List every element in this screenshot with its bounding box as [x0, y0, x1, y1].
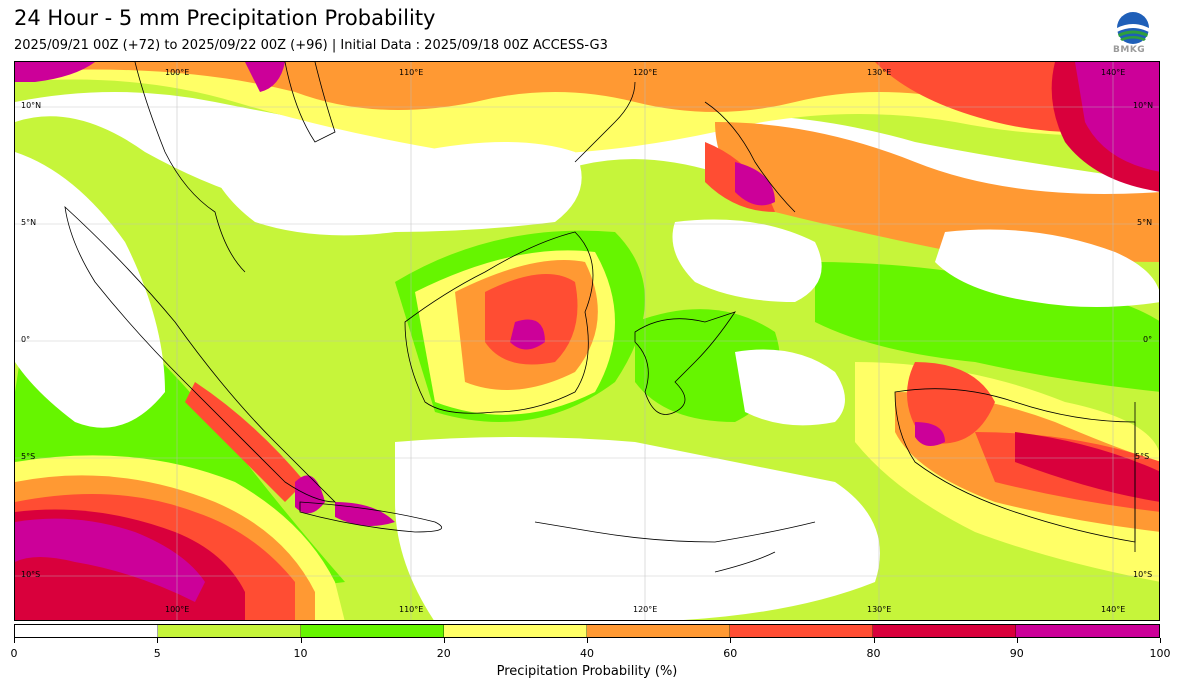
lat-label-right: 5°S: [1135, 452, 1150, 461]
colorbar-tick-label: 90: [1009, 647, 1024, 660]
logo-text: BMKG: [1113, 45, 1146, 55]
lon-label-bottom: 100°E: [165, 605, 190, 614]
gridlines: [15, 62, 1159, 620]
lon-label-top: 110°E: [399, 68, 424, 77]
lon-label-bottom: 140°E: [1101, 605, 1126, 614]
lat-label-left: 5°S: [21, 452, 36, 461]
colorbar-tick-mark: [14, 638, 15, 643]
colorbar: [14, 624, 1160, 638]
colorbar-tick-label: 40: [580, 647, 594, 660]
colorbar-segment: [301, 625, 444, 637]
lat-label-left: 10°N: [21, 101, 42, 110]
colorbar-tick-mark: [157, 638, 159, 643]
colorbar-segment: [15, 625, 158, 637]
colorbar-tick-label: 80: [866, 647, 881, 660]
colorbar-tick-label: 10: [293, 647, 308, 660]
colorbar-tick-mark: [873, 638, 875, 643]
lat-label-right: 10°N: [1133, 101, 1154, 110]
colorbar-segment: [158, 625, 301, 637]
colorbar-tick-mark: [587, 638, 588, 643]
colorbar-tick-mark: [1016, 638, 1018, 643]
map-subtitle: 2025/09/21 00Z (+72) to 2025/09/22 00Z (…: [14, 38, 608, 53]
colorbar-tick-label: 0: [10, 647, 18, 660]
colorbar-segment: [444, 625, 587, 637]
colorbar-tick-mark: [730, 638, 732, 643]
colorbar-segment: [1016, 625, 1159, 637]
lon-label-bottom: 120°E: [633, 605, 658, 614]
lat-label-right: 5°N: [1137, 218, 1153, 227]
colorbar-label: Precipitation Probability (%): [496, 664, 678, 679]
colorbar-tick-mark: [443, 638, 445, 643]
colorbar-segment: [873, 625, 1016, 637]
coastlines: [64, 62, 1136, 573]
lon-label-bottom: 130°E: [867, 605, 892, 614]
lon-label-top: 120°E: [633, 68, 658, 77]
lon-label-bottom: 110°E: [399, 605, 424, 614]
lat-label-right: 10°S: [1133, 570, 1153, 579]
colorbar-tick-mark: [300, 638, 302, 643]
colorbar-tick-label: 5: [153, 647, 161, 660]
colorbar-tick-label: 20: [436, 647, 451, 660]
lat-label-left: 5°N: [21, 218, 37, 227]
map-title: 24 Hour - 5 mm Precipitation Probability: [14, 6, 436, 30]
colorbar-tick-label: 100: [1149, 647, 1171, 660]
colorbar-segment: [730, 625, 873, 637]
lon-label-top: 100°E: [165, 68, 190, 77]
precipitation-map: 100°E 110°E 120°E 130°E 140°E 100°E 110°…: [14, 61, 1160, 621]
colorbar-tick-mark: [1160, 638, 1161, 643]
colorbar-tick-label: 60: [723, 647, 738, 660]
map-canvas: [15, 62, 1159, 620]
bmkg-logo-icon: [1117, 12, 1149, 44]
lon-label-top: 130°E: [867, 68, 892, 77]
lat-label-left: 0°: [21, 335, 31, 344]
probability-field: [15, 62, 1159, 620]
lat-label-left: 10°S: [21, 570, 41, 579]
colorbar-segment: [587, 625, 730, 637]
lat-label-right: 0°: [1143, 335, 1153, 344]
lon-label-top: 140°E: [1101, 68, 1126, 77]
